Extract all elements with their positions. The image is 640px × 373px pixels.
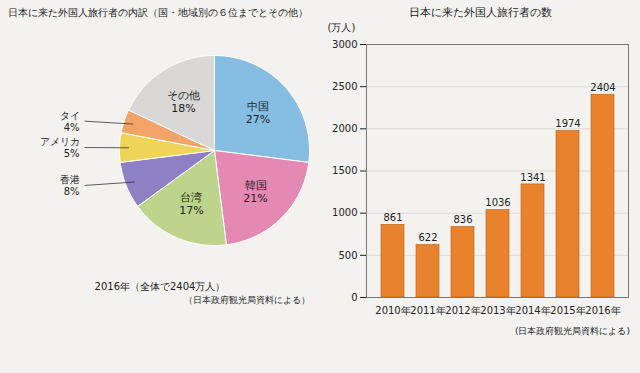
svg-text:台湾17%: 台湾17% [179,191,203,217]
svg-text:2000: 2000 [332,123,357,134]
svg-text:中国27%: 中国27% [246,100,270,126]
svg-text:1036: 1036 [485,197,510,208]
svg-text:タイ4%: タイ4% [60,110,80,133]
html-text:（日本政府観光局資料による）: （日本政府観光局資料による） [184,295,310,305]
svg-text:2014年: 2014年 [515,305,550,316]
svg-text:韓国21%: 韓国21% [243,179,267,205]
svg-text:2500: 2500 [332,81,357,92]
html-text:日本に来た外国人旅行者の数: 日本に来た外国人旅行者の数 [408,6,552,19]
svg-text:2011年: 2011年 [410,305,445,316]
svg-text:1500: 1500 [332,165,357,176]
svg-text:2016年: 2016年 [585,305,620,316]
svg-text:2010年: 2010年 [375,305,410,316]
svg-text:836: 836 [453,214,472,225]
html-text:(日本政府観光局資料による): (日本政府観光局資料による) [515,326,630,336]
svg-text:3000: 3000 [332,39,357,50]
svg-text:香港8%: 香港8% [60,174,80,197]
svg-text:2015年: 2015年 [550,305,585,316]
svg-text:0: 0 [351,292,357,303]
svg-text:(万人): (万人) [328,22,356,33]
svg-text:1974: 1974 [555,118,580,129]
svg-text:アメリカ5%: アメリカ5% [40,136,80,159]
svg-text:2013年: 2013年 [480,305,515,316]
svg-text:861: 861 [383,212,402,223]
svg-text:1000: 1000 [332,207,357,218]
svg-text:500: 500 [338,250,357,261]
svg-text:622: 622 [418,232,437,243]
svg-text:2404: 2404 [590,82,615,93]
html-text:日本に来た外国人旅行者の内訳（国・地域別の６位までとその他）: 日本に来た外国人旅行者の内訳（国・地域別の６位までとその他） [8,7,308,18]
svg-text:2012年: 2012年 [445,305,480,316]
html-text:2016年（全体で2404万人）: 2016年（全体で2404万人） [94,281,226,292]
svg-text:その他18%: その他18% [167,89,200,115]
svg-text:1341: 1341 [520,172,545,183]
